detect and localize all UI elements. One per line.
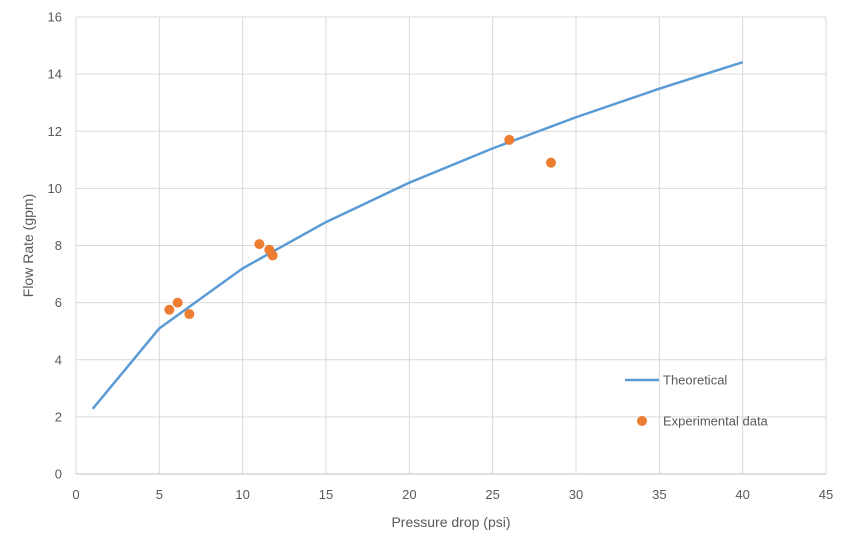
y-tick-label: 14 (48, 67, 62, 82)
experimental-point (164, 304, 175, 315)
y-tick-label: 8 (55, 238, 62, 253)
legend: Theoretical Experimental data (625, 373, 769, 429)
x-axis-label: Pressure drop (psi) (391, 514, 510, 530)
legend-label: Theoretical (663, 373, 727, 388)
gridlines (75, 16, 827, 475)
x-axis-ticks: 0 5 10 15 20 25 30 35 40 45 (72, 487, 833, 502)
x-tick-label: 15 (319, 487, 333, 502)
experimental-point (267, 250, 278, 261)
x-tick-label: 45 (819, 487, 833, 502)
x-tick-label: 30 (569, 487, 583, 502)
legend-label: Experimental data (663, 414, 769, 429)
x-tick-label: 35 (652, 487, 666, 502)
y-tick-label: 10 (48, 181, 62, 196)
x-tick-label: 10 (235, 487, 249, 502)
experimental-point (254, 239, 265, 250)
experimental-point (504, 134, 515, 145)
experimental-point (546, 157, 556, 168)
y-tick-label: 2 (55, 409, 62, 424)
y-tick-label: 6 (55, 295, 62, 310)
experimental-point (172, 297, 183, 308)
y-axis-label: Flow Rate (gpm) (20, 194, 36, 297)
series-layer (91, 60, 744, 410)
x-tick-label: 5 (156, 487, 163, 502)
x-tick-label: 20 (402, 487, 416, 502)
x-tick-label: 25 (485, 487, 499, 502)
y-tick-label: 12 (48, 124, 62, 139)
x-tick-label: 0 (72, 487, 79, 502)
y-tick-label: 4 (55, 352, 62, 367)
y-tick-label: 0 (55, 467, 62, 482)
theoretical-line (91, 60, 744, 410)
x-tick-label: 40 (735, 487, 749, 502)
experimental-point (184, 309, 195, 320)
legend-marker-swatch (637, 416, 647, 426)
y-tick-label: 16 (48, 10, 62, 25)
y-axis-ticks: 0 2 4 6 8 10 12 14 16 (48, 10, 62, 482)
